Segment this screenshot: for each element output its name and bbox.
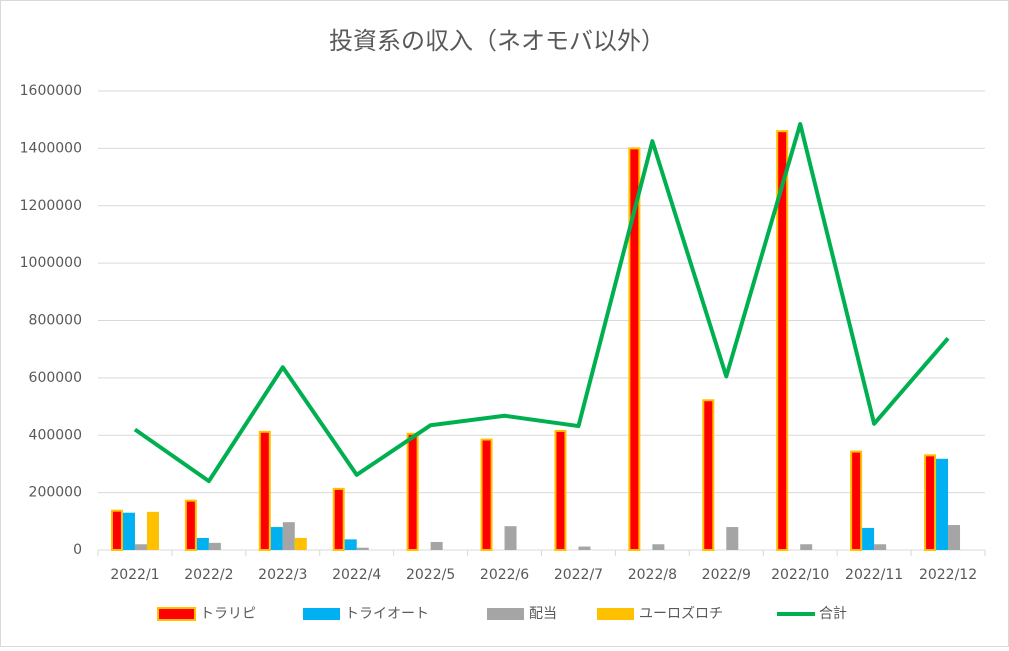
bar <box>430 541 443 550</box>
bar <box>146 511 159 550</box>
bar <box>258 430 271 551</box>
x-tick-label: 2022/10 <box>771 567 829 583</box>
x-tick-label: 2022/8 <box>628 567 677 583</box>
bar <box>776 130 789 551</box>
bar <box>122 512 135 550</box>
bar <box>282 522 295 550</box>
legend-label: トラリピ <box>200 606 256 622</box>
y-tick-label: 1400000 <box>20 140 82 156</box>
x-tick-label: 2022/9 <box>702 567 751 583</box>
bar <box>628 147 641 551</box>
bar <box>924 454 937 551</box>
y-tick-label: 800000 <box>29 313 82 329</box>
legend-label: 配当 <box>529 606 557 622</box>
bar <box>196 537 209 550</box>
y-tick-label: 400000 <box>29 427 82 443</box>
bar <box>332 487 345 552</box>
bar <box>208 542 221 550</box>
legend-swatch <box>303 608 340 620</box>
y-tick-label: 200000 <box>29 485 82 501</box>
bar <box>948 525 961 550</box>
bar <box>874 544 887 550</box>
bar <box>294 537 307 550</box>
bar <box>936 458 949 550</box>
y-tick-label: 1000000 <box>20 255 82 271</box>
bar <box>578 546 591 550</box>
bar <box>344 539 357 550</box>
legend-swatch <box>487 608 524 620</box>
bar <box>270 527 283 550</box>
bar <box>702 399 715 551</box>
legend-swatch <box>597 608 634 620</box>
x-tick-label: 2022/6 <box>480 567 529 583</box>
bar <box>110 509 123 551</box>
x-tick-label: 2022/1 <box>110 567 159 583</box>
legend-label: 合計 <box>819 606 847 622</box>
legend-swatch <box>157 607 196 621</box>
legend-label: ユーロズロチ <box>639 606 723 622</box>
bar <box>652 544 665 550</box>
bar <box>356 547 369 550</box>
bar <box>726 527 739 550</box>
bar <box>406 432 419 551</box>
bar <box>184 499 197 551</box>
legend-label: トライオート <box>345 606 429 622</box>
bar <box>862 527 875 550</box>
x-tick-label: 2022/7 <box>554 567 603 583</box>
y-tick-label: 600000 <box>29 370 82 386</box>
x-tick-label: 2022/11 <box>845 567 903 583</box>
bar <box>504 526 517 550</box>
bar <box>134 544 147 550</box>
y-tick-label: 1200000 <box>20 198 82 214</box>
y-tick-label: 1600000 <box>20 83 82 99</box>
x-tick-label: 2022/12 <box>919 567 977 583</box>
x-tick-label: 2022/5 <box>406 567 455 583</box>
chart-title: 投資系の収入（ネオモバ以外） <box>329 27 665 55</box>
y-tick-label: 0 <box>73 542 82 558</box>
bar <box>850 450 863 551</box>
x-tick-label: 2022/4 <box>332 567 381 583</box>
bar <box>800 544 813 550</box>
x-tick-label: 2022/2 <box>184 567 233 583</box>
line-series <box>133 121 950 484</box>
bar <box>554 429 567 551</box>
bar <box>480 438 493 552</box>
x-tick-label: 2022/3 <box>258 567 307 583</box>
